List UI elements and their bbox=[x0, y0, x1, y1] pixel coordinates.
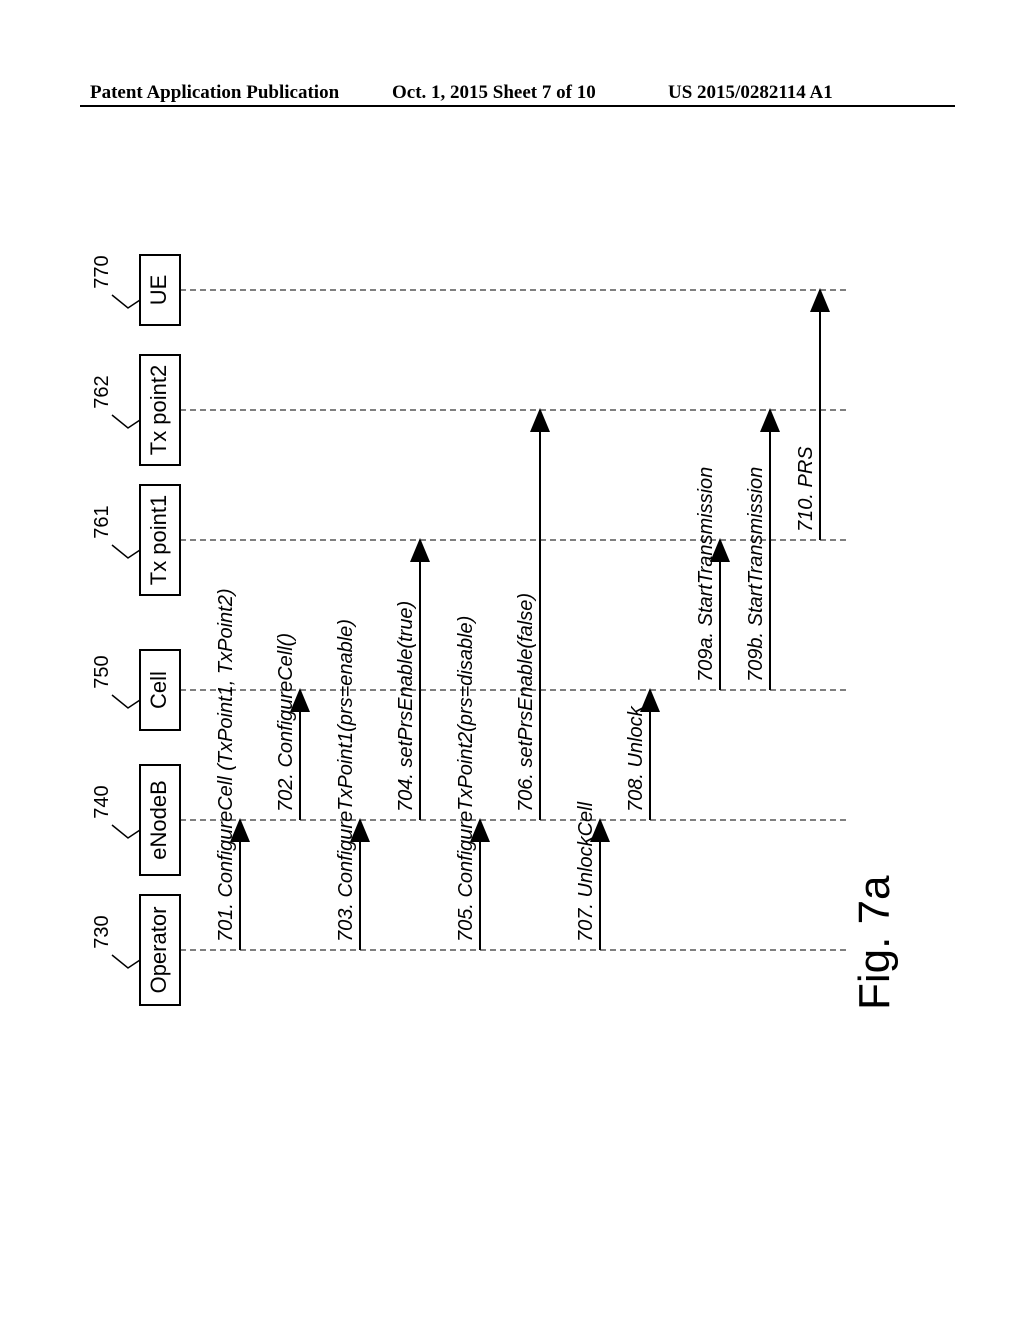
msg-label: 709a. StartTransmission bbox=[695, 467, 717, 682]
msg-label: 708. Unlock bbox=[625, 705, 647, 812]
msg-label: 707. UnlockCell bbox=[575, 801, 597, 942]
header-mid: Oct. 1, 2015 Sheet 7 of 10 bbox=[392, 82, 596, 104]
actor-num-enodeb: 740 bbox=[91, 785, 113, 818]
actor-num-txp1: 761 bbox=[91, 505, 113, 538]
msg-label: 704. setPrsEnable(true) bbox=[395, 601, 417, 812]
msg-label: 709b. StartTransmission bbox=[745, 467, 767, 682]
header-rule bbox=[80, 105, 955, 107]
actor-label-txp1: Tx point1 bbox=[146, 495, 171, 586]
actor-label-txp2: Tx point2 bbox=[146, 365, 171, 456]
actor-num-cell: 750 bbox=[91, 655, 113, 688]
msg-label: 705. ConfigureTxPoint2(prs=disable) bbox=[455, 616, 477, 942]
msg-label: 701. ConfigureCell (TxPoint1, TxPoint2) bbox=[215, 589, 237, 943]
sequence-diagram: Operator 730 eNodeB 740 Cell 750 Tx point1 761 T… bbox=[70, 230, 920, 1020]
actor-label-ue: UE bbox=[146, 275, 171, 306]
actor-num-ue: 770 bbox=[91, 255, 113, 288]
actor-label-enodeb: eNodeB bbox=[146, 780, 171, 860]
actor-num-operator: 730 bbox=[91, 915, 113, 948]
msg-label: 702. ConfigureCell() bbox=[275, 633, 297, 812]
actor-num-txp2: 762 bbox=[91, 375, 113, 408]
msg-label: 710. PRS bbox=[795, 446, 817, 532]
actor-label-cell: Cell bbox=[146, 671, 171, 709]
figure-label: Fig. 7a bbox=[850, 875, 900, 1010]
header-right: US 2015/0282114 A1 bbox=[668, 82, 833, 104]
actor-label-operator: Operator bbox=[146, 907, 171, 994]
msg-label: 706. setPrsEnable(false) bbox=[515, 593, 537, 812]
sequence-svg: Operator 730 eNodeB 740 Cell 750 Tx point1 761 T… bbox=[70, 230, 920, 1020]
msg-label: 703. ConfigureTxPoint1(prs=enable) bbox=[335, 619, 357, 942]
header-left: Patent Application Publication bbox=[90, 82, 339, 104]
